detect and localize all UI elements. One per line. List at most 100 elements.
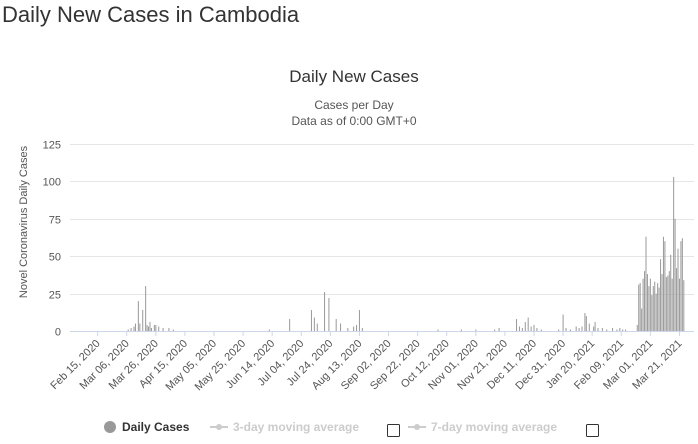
- bar[interactable]: [540, 329, 542, 332]
- bar[interactable]: [437, 329, 439, 332]
- bar[interactable]: [130, 328, 132, 331]
- bar[interactable]: [588, 323, 590, 331]
- bar[interactable]: [661, 274, 663, 331]
- bar[interactable]: [475, 329, 477, 332]
- bar[interactable]: [654, 281, 656, 331]
- bar[interactable]: [581, 326, 583, 331]
- bar[interactable]: [139, 323, 141, 331]
- bar[interactable]: [316, 323, 318, 331]
- bar[interactable]: [328, 298, 330, 331]
- bar[interactable]: [168, 328, 170, 331]
- bar[interactable]: [601, 328, 603, 331]
- bar[interactable]: [681, 238, 683, 331]
- bar[interactable]: [134, 323, 136, 331]
- bar[interactable]: [667, 275, 669, 331]
- bar[interactable]: [584, 313, 586, 331]
- bar[interactable]: [498, 328, 500, 331]
- bar[interactable]: [642, 278, 644, 331]
- bar[interactable]: [639, 283, 641, 331]
- bar[interactable]: [671, 278, 673, 331]
- bar[interactable]: [594, 322, 596, 331]
- bar[interactable]: [137, 301, 139, 331]
- bar[interactable]: [625, 329, 627, 332]
- bar[interactable]: [652, 286, 654, 331]
- bar[interactable]: [606, 329, 608, 332]
- bar[interactable]: [335, 319, 337, 331]
- bar[interactable]: [127, 329, 129, 332]
- bar[interactable]: [619, 328, 621, 331]
- bar[interactable]: [585, 316, 587, 331]
- bar[interactable]: [133, 326, 135, 331]
- bar[interactable]: [670, 254, 672, 331]
- bar[interactable]: [562, 314, 564, 331]
- bar[interactable]: [665, 277, 667, 331]
- bar[interactable]: [683, 280, 685, 331]
- bar[interactable]: [356, 325, 358, 331]
- bar[interactable]: [289, 319, 291, 331]
- bar[interactable]: [649, 278, 651, 331]
- bar[interactable]: [648, 286, 650, 331]
- bar[interactable]: [150, 328, 152, 331]
- bar[interactable]: [578, 328, 580, 331]
- bar[interactable]: [676, 268, 678, 331]
- checkbox-3-day-average[interactable]: [387, 424, 400, 437]
- bar[interactable]: [146, 325, 148, 331]
- bar[interactable]: [662, 236, 664, 331]
- bar[interactable]: [148, 326, 150, 331]
- bar[interactable]: [158, 326, 160, 331]
- bar[interactable]: [313, 317, 315, 331]
- bar[interactable]: [310, 310, 312, 331]
- bar[interactable]: [660, 259, 662, 331]
- legend-item-daily-cases[interactable]: Daily Cases: [104, 420, 190, 434]
- bar[interactable]: [658, 287, 660, 331]
- bar[interactable]: [655, 293, 657, 331]
- bar[interactable]: [524, 322, 526, 331]
- bar[interactable]: [644, 271, 646, 331]
- bar[interactable]: [516, 319, 518, 331]
- bar[interactable]: [674, 218, 676, 331]
- bar[interactable]: [616, 329, 618, 332]
- checkbox-7-day-average[interactable]: [586, 424, 599, 437]
- bar[interactable]: [353, 326, 355, 331]
- bar[interactable]: [677, 248, 679, 331]
- bar[interactable]: [358, 310, 360, 331]
- legend-item-7-day-average[interactable]: 7-day moving average: [408, 420, 599, 437]
- bar[interactable]: [558, 329, 560, 332]
- bar[interactable]: [612, 328, 614, 331]
- bar[interactable]: [668, 271, 670, 331]
- bar[interactable]: [533, 325, 535, 331]
- bar[interactable]: [641, 308, 643, 331]
- bar[interactable]: [664, 241, 666, 331]
- bar[interactable]: [494, 329, 496, 332]
- bar[interactable]: [142, 310, 144, 331]
- bar[interactable]: [155, 325, 157, 331]
- bar[interactable]: [597, 328, 599, 331]
- bar[interactable]: [645, 236, 647, 331]
- bar[interactable]: [638, 284, 640, 331]
- bar[interactable]: [636, 325, 638, 331]
- bar[interactable]: [268, 329, 270, 332]
- bar[interactable]: [678, 278, 680, 331]
- bar[interactable]: [518, 326, 520, 331]
- bar[interactable]: [527, 317, 529, 331]
- bar[interactable]: [622, 329, 624, 332]
- legend-item-3-day-average[interactable]: 3-day moving average: [210, 420, 400, 437]
- bar[interactable]: [569, 329, 571, 332]
- bar[interactable]: [673, 176, 675, 331]
- bar[interactable]: [324, 292, 326, 331]
- bar[interactable]: [149, 322, 151, 331]
- bar[interactable]: [680, 241, 682, 331]
- bar[interactable]: [347, 328, 349, 331]
- bar[interactable]: [536, 328, 538, 331]
- bar[interactable]: [153, 325, 155, 331]
- bar[interactable]: [530, 326, 532, 331]
- bar[interactable]: [651, 295, 653, 331]
- bar[interactable]: [657, 283, 659, 331]
- bar[interactable]: [162, 328, 164, 331]
- bar[interactable]: [172, 329, 174, 332]
- bar[interactable]: [521, 328, 523, 331]
- bar[interactable]: [361, 328, 363, 331]
- bar[interactable]: [145, 286, 147, 331]
- bar[interactable]: [593, 326, 595, 331]
- bar[interactable]: [340, 323, 342, 331]
